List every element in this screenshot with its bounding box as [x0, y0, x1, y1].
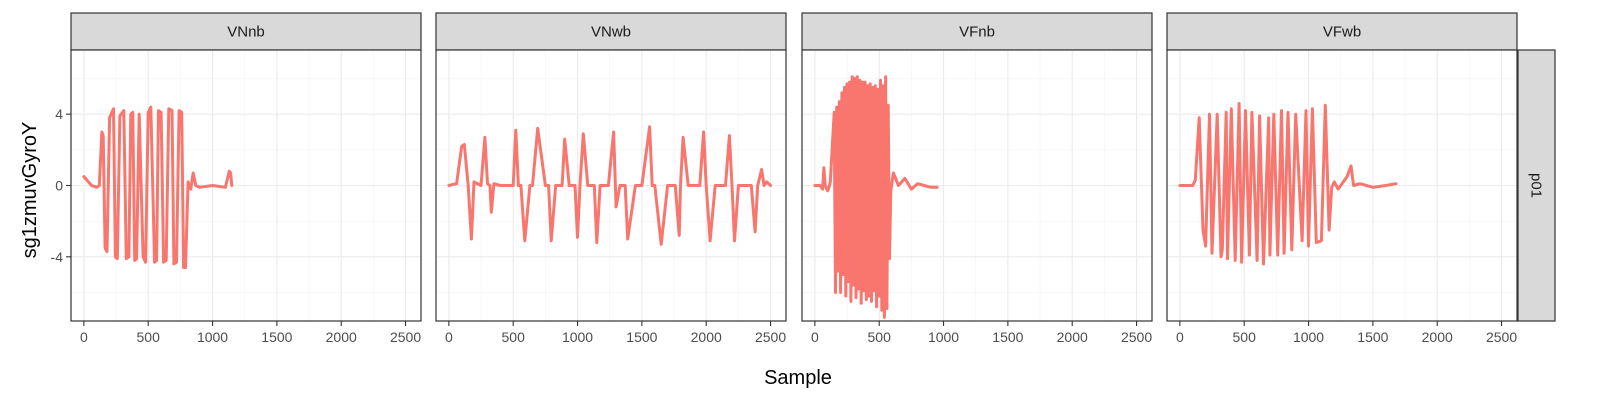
facet-strip-label: VFwb — [1323, 24, 1361, 41]
x-tick-label: 0 — [445, 329, 453, 345]
facet-strip-label: VFnb — [959, 24, 995, 41]
x-tick-label: 1000 — [1293, 329, 1324, 345]
facet-strip — [70, 12, 422, 51]
x-tick-label: 1500 — [1357, 329, 1388, 345]
y-tick-label: 4 — [55, 106, 63, 122]
y-tick-label: 0 — [55, 178, 63, 194]
facet-strip — [801, 12, 1153, 51]
x-tick-label: 2500 — [1121, 329, 1152, 345]
series-line-VNwb — [447, 125, 773, 246]
y-axis-title: sg1zmuvGyroY — [19, 122, 41, 259]
x-tick-label: 500 — [868, 329, 892, 345]
x-tick-label: 1000 — [928, 329, 959, 345]
series-line-VFwb — [1178, 102, 1398, 266]
facet-strip-label: VNnb — [227, 24, 265, 41]
panels-layer: VNnb 0 500 1000 1500 2000 2500 VNwb 0 500 1000 1500… — [70, 12, 1518, 345]
facet-panel: VFwb 0 500 1000 1500 2000 2500 — [1166, 12, 1518, 345]
x-tick-label: 2000 — [326, 329, 357, 345]
facet-strip-label: VNwb — [591, 24, 631, 41]
facet-panel: VFnb 0 500 1000 1500 2000 2500 — [801, 12, 1153, 345]
series-line-VNnb — [82, 105, 234, 269]
x-tick-label: 2500 — [1486, 329, 1517, 345]
row-strip-label: p01 — [1528, 173, 1545, 198]
y-tick-label: -4 — [51, 249, 64, 265]
facet-panel: VNnb 0 500 1000 1500 2000 2500 — [70, 12, 422, 345]
panel-border — [1166, 49, 1518, 322]
x-tick-label: 2000 — [1057, 329, 1088, 345]
y-axis: -4 0 4 — [51, 106, 71, 265]
x-tick-label: 0 — [80, 329, 88, 345]
x-tick-label: 500 — [137, 329, 161, 345]
x-tick-label: 1000 — [562, 329, 593, 345]
x-tick-label: 2000 — [691, 329, 722, 345]
x-tick-label: 0 — [1176, 329, 1184, 345]
panel-border — [435, 49, 787, 322]
x-tick-label: 0 — [811, 329, 819, 345]
row-facet-strip: p01 — [1517, 49, 1556, 322]
x-tick-label: 2000 — [1422, 329, 1453, 345]
facet-panel: VNwb 0 500 1000 1500 2000 2500 — [435, 12, 787, 345]
panel-border — [801, 49, 1153, 322]
x-tick-label: 500 — [1233, 329, 1257, 345]
facet-strip — [1166, 12, 1518, 51]
series-line-VFnb — [813, 75, 939, 319]
row-strip-rect — [1517, 49, 1556, 322]
x-tick-label: 2500 — [755, 329, 786, 345]
x-tick-label: 1500 — [626, 329, 657, 345]
x-axis-title: Sample — [764, 367, 832, 389]
x-tick-label: 500 — [502, 329, 526, 345]
x-tick-label: 1000 — [197, 329, 228, 345]
x-tick-label: 1500 — [992, 329, 1023, 345]
x-tick-label: 1500 — [261, 329, 292, 345]
x-tick-label: 2500 — [390, 329, 421, 345]
